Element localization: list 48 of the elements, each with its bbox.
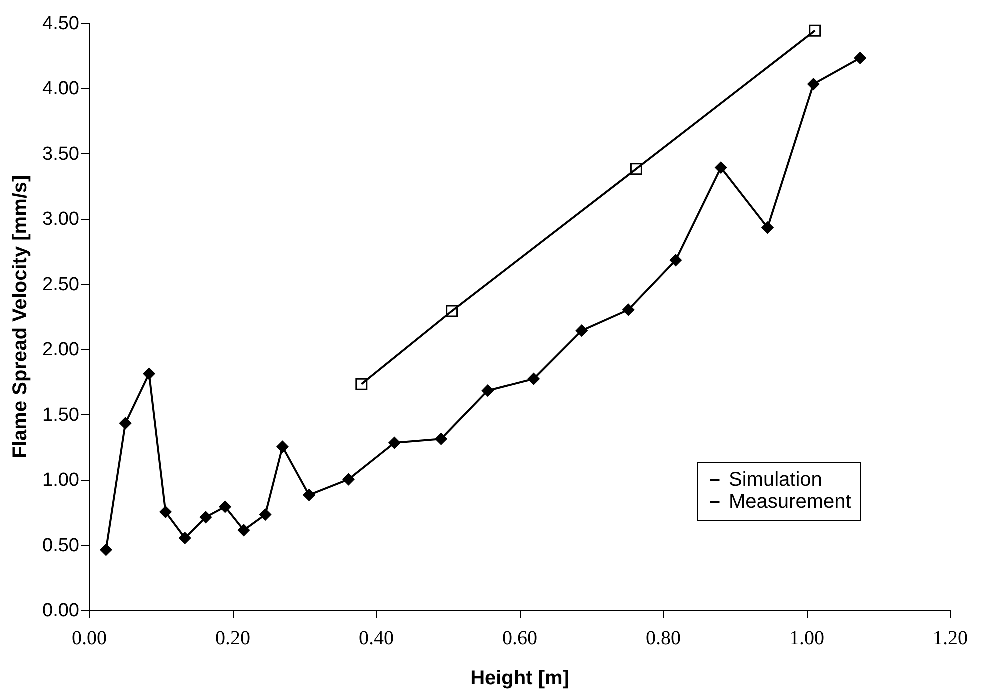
y-tick-label: 3.50 (42, 144, 80, 165)
x-tick-label: 1.00 (790, 628, 824, 650)
x-tick-label: 0.20 (216, 628, 250, 650)
point (356, 378, 368, 390)
y-tick-label: 1.50 (42, 404, 80, 426)
y-axis-title: Flame Spread Velocity [mm/s] (10, 175, 32, 459)
point (260, 508, 272, 521)
point (446, 305, 458, 318)
point (160, 506, 172, 518)
point (809, 24, 822, 37)
legend-label: Measurement (729, 491, 852, 513)
y-tick-label: 3.00 (42, 209, 80, 230)
y-tick-label: 2.50 (42, 274, 80, 296)
x-tick-label: 0.80 (646, 628, 681, 650)
x-tick-label: 0.60 (502, 628, 538, 650)
point (854, 52, 866, 64)
y-tick-label: 2.00 (42, 340, 80, 361)
x-axis-title: Height [m] (470, 668, 570, 690)
point (238, 524, 250, 536)
y-tick-label: 1.00 (42, 470, 80, 492)
y-tick-label: 0.50 (42, 535, 80, 556)
point (576, 324, 588, 337)
point (715, 162, 728, 174)
y-tick-label: 0.00 (42, 600, 80, 622)
point (200, 511, 212, 524)
point (120, 417, 132, 430)
point (622, 304, 635, 316)
point (808, 78, 820, 90)
point (143, 368, 156, 380)
point (276, 440, 289, 453)
point (762, 222, 774, 234)
legend-label: Simulation (729, 469, 822, 491)
point (528, 373, 540, 386)
y-tick-label: 4.00 (42, 78, 80, 100)
point (342, 474, 355, 486)
point (482, 384, 494, 397)
x-tick-label: 1.20 (933, 628, 968, 650)
point (670, 254, 682, 266)
point (388, 437, 401, 450)
x-tick-label: 0.40 (359, 628, 394, 650)
point (100, 544, 112, 556)
x-tick-label: 0.00 (72, 628, 107, 650)
point (303, 489, 316, 502)
y-tick-label: 4.50 (42, 14, 80, 34)
point (630, 163, 642, 176)
point (179, 532, 192, 544)
point (219, 500, 232, 513)
point (435, 433, 448, 446)
